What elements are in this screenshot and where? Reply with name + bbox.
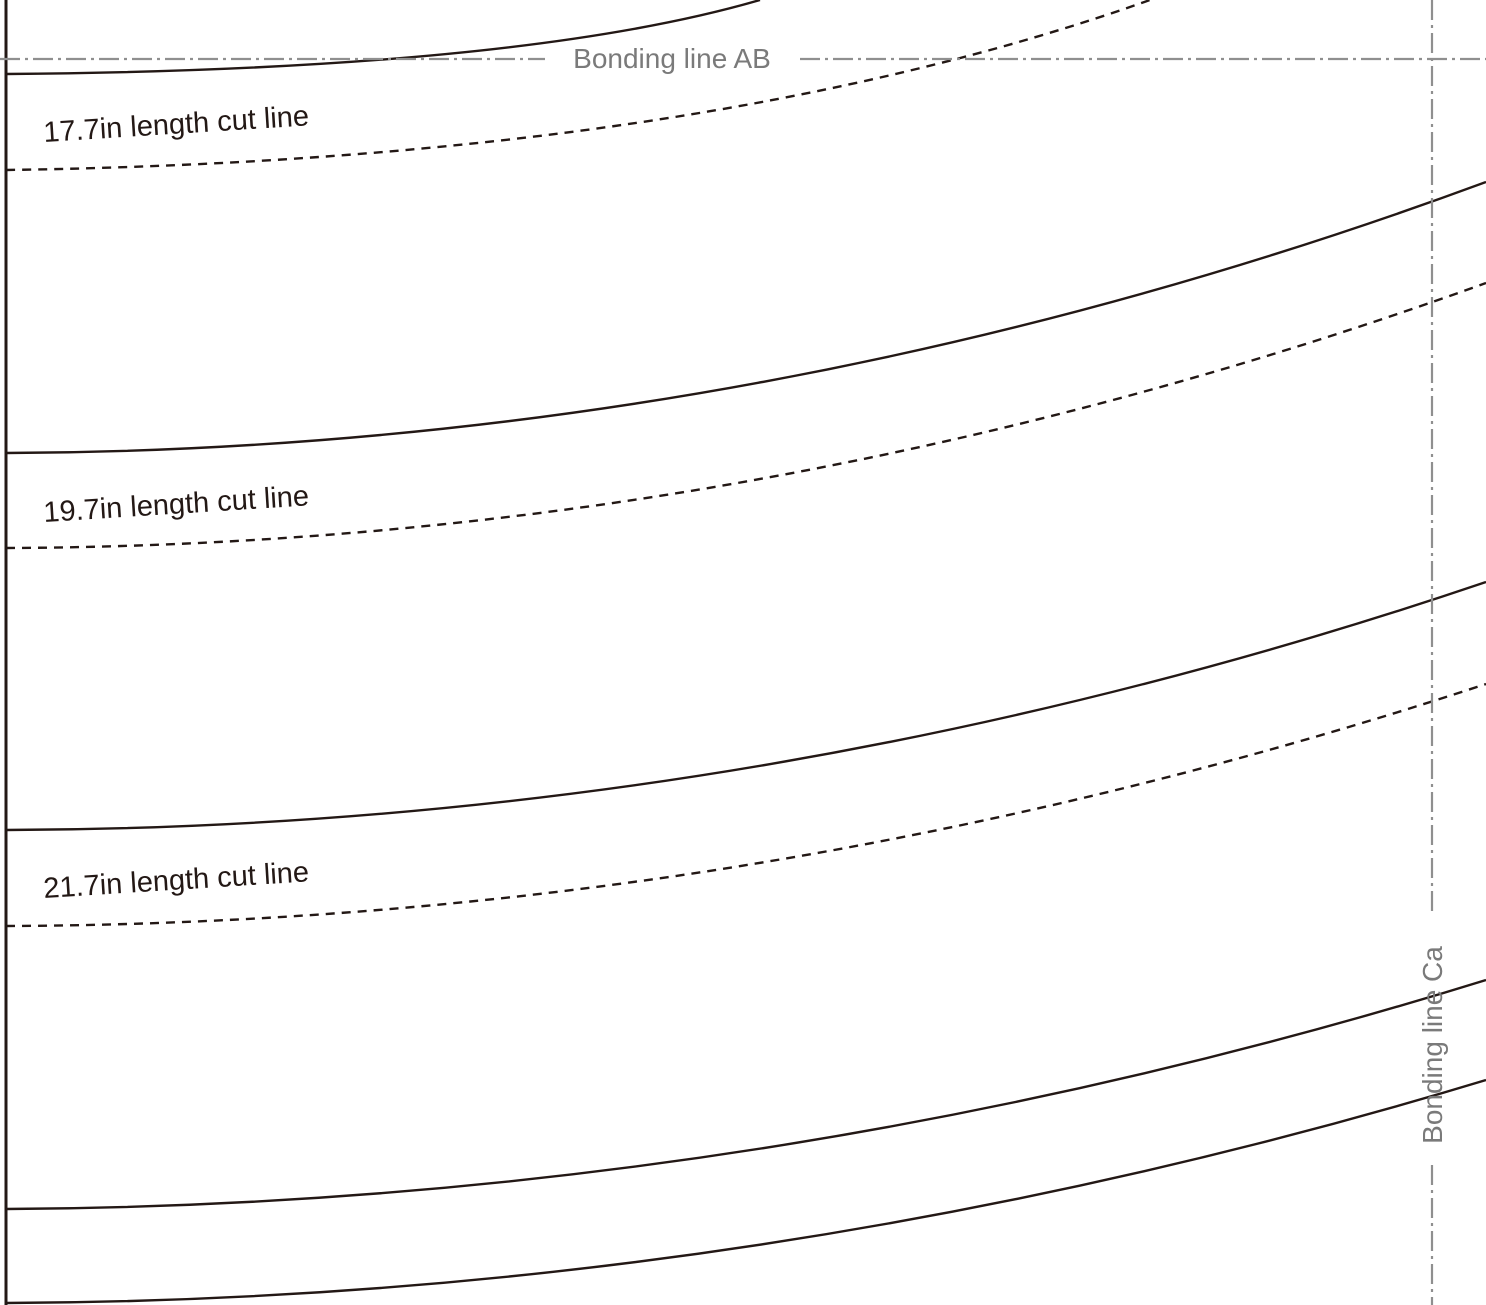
cut-line-top-partial bbox=[5, 0, 1151, 172]
cut-line-label-21-7: 21.7in length cut line bbox=[42, 856, 310, 905]
bonding-line-ca-label: Bonding line Ca bbox=[1417, 946, 1448, 1144]
bonding-line-ab-label: Bonding line AB bbox=[573, 43, 771, 74]
cut-line-21-7 bbox=[5, 682, 1486, 928]
outline-curve-4 bbox=[5, 978, 1486, 1211]
outline-curve-1 bbox=[5, 0, 761, 76]
outline-curve-2 bbox=[5, 180, 1486, 455]
outline-curve-3 bbox=[5, 580, 1486, 832]
outline-curve-5 bbox=[5, 1078, 1486, 1305]
cut-line-label-17-7: 17.7in length cut line bbox=[42, 100, 310, 149]
cut-line-label-19-7: 19.7in length cut line bbox=[42, 480, 310, 529]
cut-line-19-7 bbox=[5, 281, 1486, 550]
